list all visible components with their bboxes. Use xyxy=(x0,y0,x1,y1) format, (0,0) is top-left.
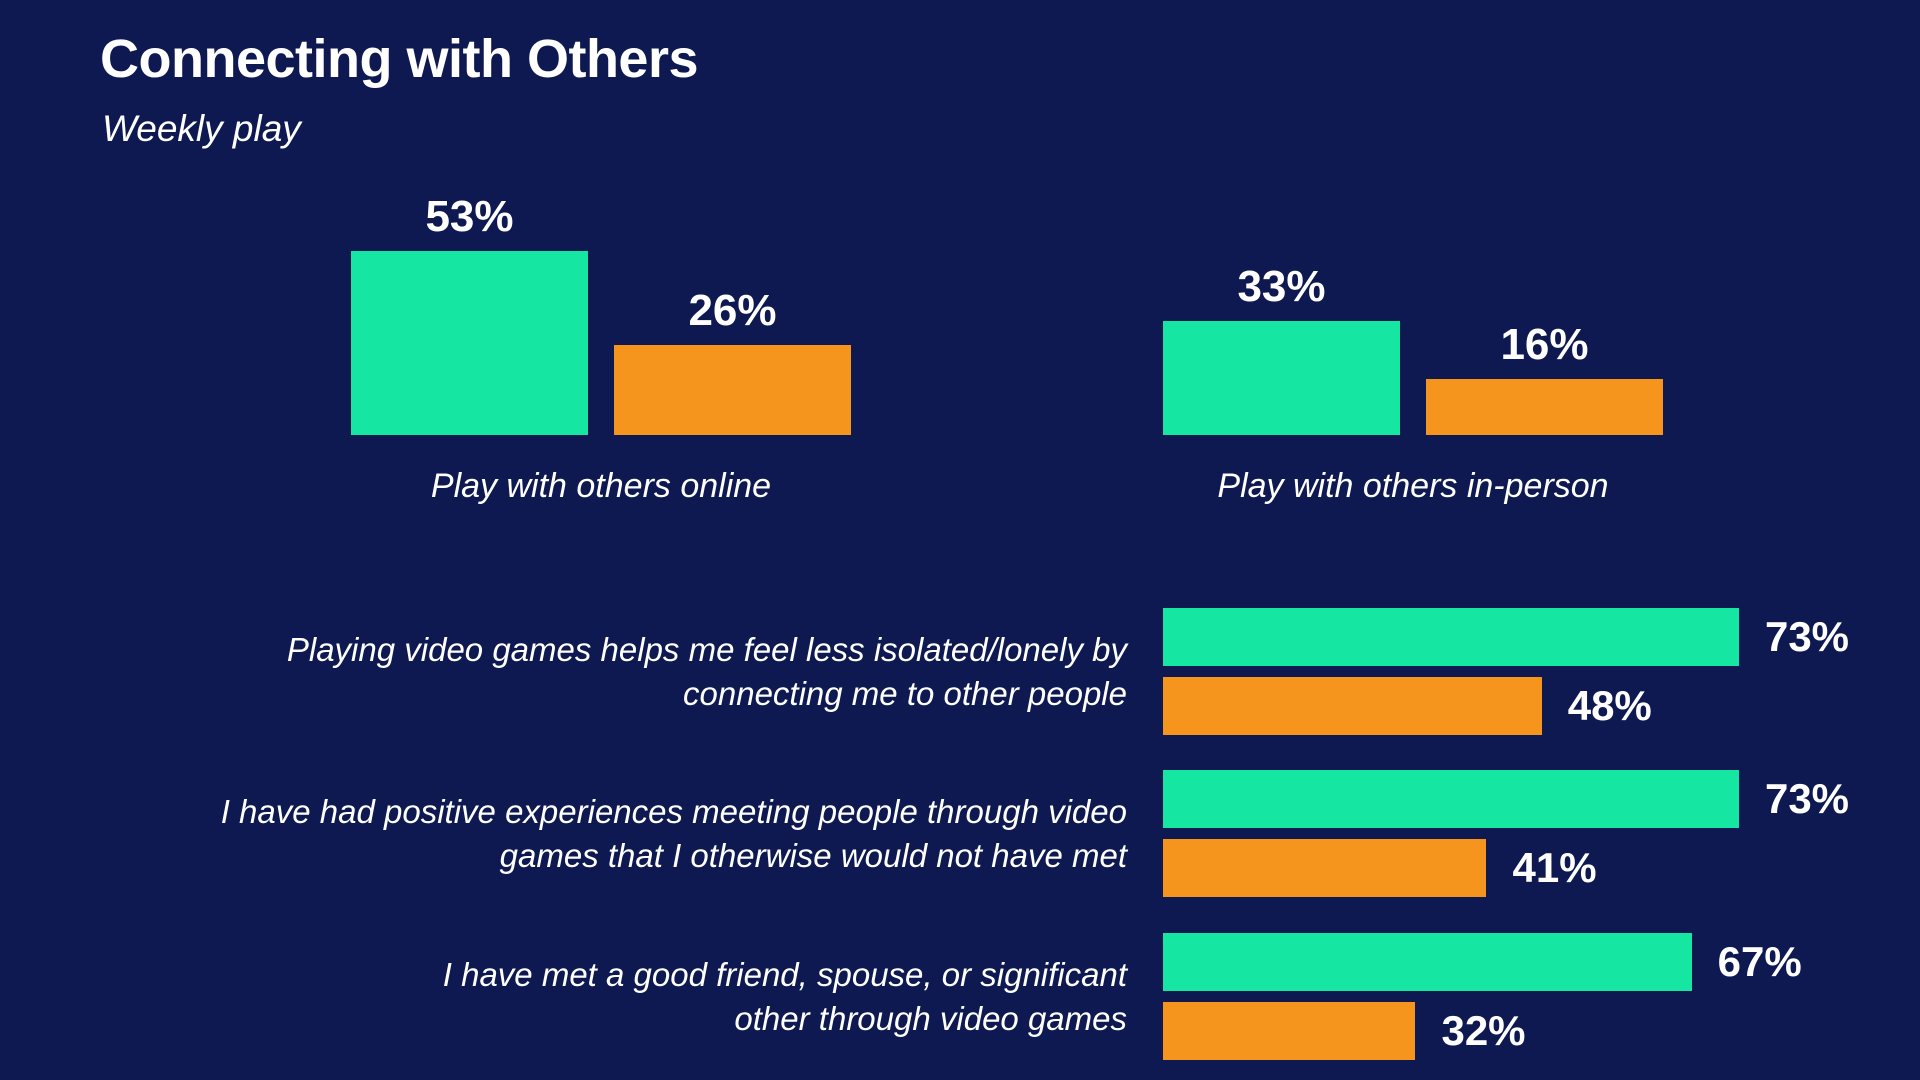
bar-green xyxy=(1163,608,1739,666)
value-label: 26% xyxy=(688,285,777,335)
category-label-online: Play with others online xyxy=(430,467,772,505)
statement-label: I have met a good friend, spouse, or sig… xyxy=(442,955,1127,1037)
statement-row-met-friend: I have met a good friend, spouse, or sig… xyxy=(0,933,1920,1060)
bar-green xyxy=(351,251,588,435)
hbar-line-green: 73% xyxy=(1163,770,1849,828)
statement-row-isolated-lonely: Playing video games helps me feel less i… xyxy=(0,608,1920,735)
value-label: 67% xyxy=(1717,938,1802,985)
column-group-in-person: 33% 16% Play with others in-person xyxy=(1163,160,1663,506)
bar-green xyxy=(1163,770,1739,828)
bar-orange xyxy=(1163,1002,1416,1060)
value-label: 73% xyxy=(1764,775,1850,822)
chart-subtitle: Weekly play xyxy=(102,108,301,149)
column-group-online: 53% 26% Play with others online xyxy=(351,160,851,506)
value-label: 32% xyxy=(1441,1007,1526,1054)
value-label: 33% xyxy=(1237,261,1326,311)
bar-orange xyxy=(1163,839,1487,897)
bar-green xyxy=(1163,933,1692,991)
category-label-in-person: Play with others in-person xyxy=(1217,467,1609,505)
bar-orange xyxy=(1426,379,1663,435)
statement-label: I have had positive experiences meeting … xyxy=(220,792,1127,874)
value-label: 16% xyxy=(1500,320,1589,370)
bar-green xyxy=(1163,320,1400,435)
hbar-line-orange: 48% xyxy=(1163,677,1652,735)
hbar-line-orange: 32% xyxy=(1163,1002,1526,1060)
column-online-orange: 26% xyxy=(614,286,851,435)
column-in-person-orange: 16% xyxy=(1426,320,1663,435)
hbar-line-orange: 41% xyxy=(1163,839,1597,897)
column-online-green: 53% xyxy=(351,192,588,435)
column-in-person-green: 33% xyxy=(1163,261,1400,435)
statement-row-positive-experiences: I have had positive experiences meeting … xyxy=(0,770,1920,897)
hbar-line-green: 67% xyxy=(1163,933,1802,991)
statement-label: Playing video games helps me feel less i… xyxy=(286,630,1127,712)
hbar-line-green: 73% xyxy=(1163,608,1849,666)
bar-orange xyxy=(614,344,851,435)
value-label: 53% xyxy=(425,192,514,242)
column-group-in-person-bars: 33% 16% xyxy=(1163,160,1663,435)
value-label: 41% xyxy=(1512,844,1597,891)
bar-orange xyxy=(1163,677,1542,735)
column-group-online-bars: 53% 26% xyxy=(351,160,851,435)
value-label: 48% xyxy=(1567,682,1652,729)
page-title: Connecting with Others xyxy=(100,29,699,89)
value-label: 73% xyxy=(1764,613,1850,660)
